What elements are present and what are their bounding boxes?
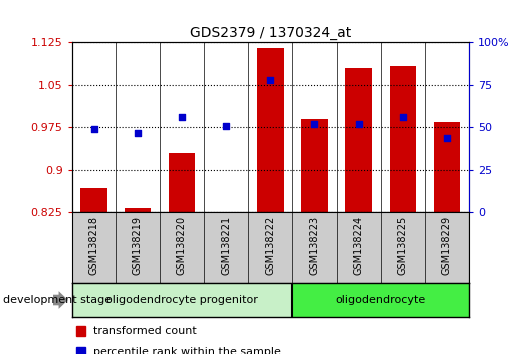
Text: GSM138218: GSM138218 xyxy=(89,216,99,275)
Point xyxy=(178,114,186,120)
Text: GSM138222: GSM138222 xyxy=(266,216,275,275)
Text: oligodendrocyte: oligodendrocyte xyxy=(335,295,426,305)
Bar xyxy=(434,122,460,212)
Text: GSM138221: GSM138221 xyxy=(221,216,231,275)
Point xyxy=(90,126,98,132)
Point xyxy=(266,77,275,83)
Bar xyxy=(257,48,284,212)
Bar xyxy=(301,119,328,212)
Point xyxy=(355,121,363,127)
Text: GSM138220: GSM138220 xyxy=(177,216,187,275)
Text: GSM138219: GSM138219 xyxy=(133,216,143,275)
Text: transformed count: transformed count xyxy=(93,326,197,336)
Bar xyxy=(293,283,469,317)
Text: percentile rank within the sample: percentile rank within the sample xyxy=(93,347,281,354)
Text: GSM138223: GSM138223 xyxy=(310,216,320,275)
Bar xyxy=(169,153,195,212)
Bar xyxy=(390,66,416,212)
Text: oligodendrocyte progenitor: oligodendrocyte progenitor xyxy=(106,295,258,305)
Bar xyxy=(72,283,293,317)
Text: GSM138225: GSM138225 xyxy=(398,216,408,275)
Text: GSM138229: GSM138229 xyxy=(442,216,452,275)
Text: development stage: development stage xyxy=(3,295,111,305)
Point xyxy=(399,114,407,120)
Bar xyxy=(346,68,372,212)
Text: GSM138224: GSM138224 xyxy=(354,216,364,275)
Point xyxy=(443,135,451,141)
FancyArrow shape xyxy=(53,291,68,309)
Point xyxy=(134,130,142,135)
Point xyxy=(222,123,231,129)
Point xyxy=(310,121,319,127)
Bar xyxy=(76,326,85,336)
Bar xyxy=(76,347,85,354)
Title: GDS2379 / 1370324_at: GDS2379 / 1370324_at xyxy=(190,26,351,40)
Bar xyxy=(81,188,107,212)
Bar xyxy=(125,208,151,212)
